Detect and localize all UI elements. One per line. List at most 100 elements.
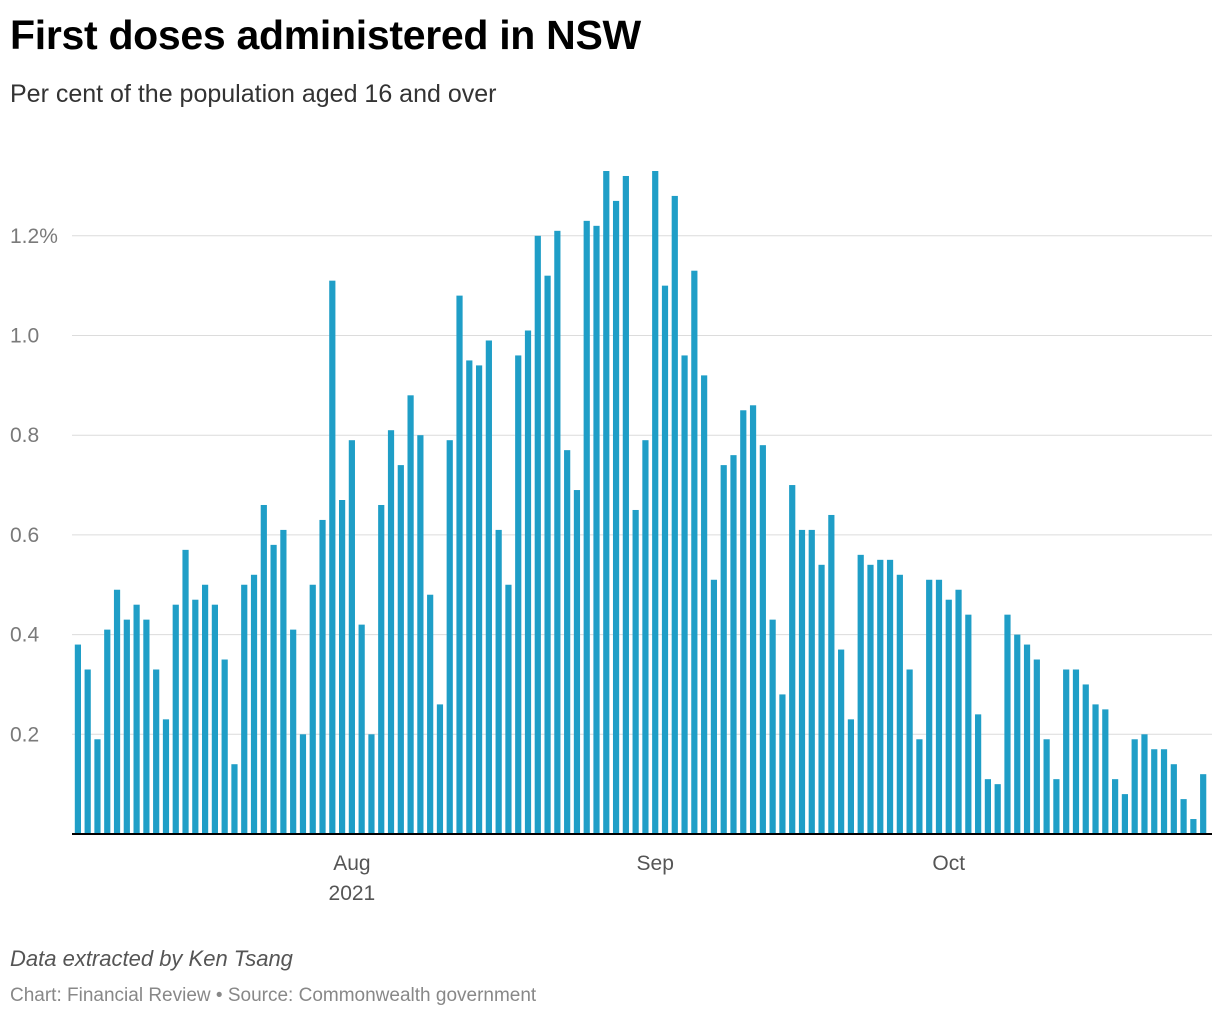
bar — [1004, 614, 1011, 834]
bar — [1112, 779, 1119, 834]
bar — [397, 465, 404, 834]
bar — [1141, 734, 1148, 834]
x-tick-label: Sep — [637, 852, 674, 875]
bar — [955, 589, 962, 834]
bar — [485, 340, 492, 834]
data-note: Data extracted by Ken Tsang — [10, 946, 293, 971]
bar — [250, 574, 258, 834]
bar — [1102, 709, 1109, 835]
bar — [1033, 659, 1040, 834]
bar — [1151, 749, 1158, 834]
bar — [769, 619, 776, 834]
bar — [1092, 704, 1099, 834]
bar — [94, 739, 101, 834]
y-axis-ticks: 0.2 0.4 0.6 0.8 1.0 1.2% — [10, 225, 58, 746]
bar — [172, 604, 179, 834]
bar — [368, 734, 375, 834]
bar — [534, 235, 541, 835]
bar — [975, 714, 982, 834]
bar — [192, 599, 199, 834]
bar — [583, 220, 590, 835]
bar — [231, 764, 238, 834]
bar — [886, 559, 894, 834]
chart-title: First doses administered in NSW — [10, 12, 641, 58]
bar — [935, 579, 943, 834]
x-tick-year-label: 2021 — [329, 882, 376, 905]
bar — [847, 719, 855, 834]
bar — [104, 629, 111, 834]
bar — [319, 519, 326, 834]
bar — [153, 669, 160, 834]
bar — [241, 584, 248, 834]
chart-subtitle: Per cent of the population aged 16 and o… — [10, 80, 497, 108]
bar — [475, 365, 483, 834]
bar — [417, 435, 424, 834]
bar — [945, 599, 952, 834]
y-tick-label: 1.0 — [10, 325, 39, 348]
bar — [896, 574, 903, 834]
bar — [1180, 799, 1187, 834]
bar — [339, 500, 346, 834]
y-tick-label: 0.8 — [10, 424, 39, 447]
bar — [495, 529, 502, 834]
bar — [867, 564, 874, 834]
bar — [965, 614, 972, 834]
bar — [113, 589, 121, 834]
bar — [1072, 669, 1080, 834]
bar — [74, 644, 81, 834]
bar — [612, 200, 620, 834]
bar — [456, 295, 463, 834]
bar — [378, 504, 385, 834]
bar — [1160, 749, 1168, 834]
bar — [808, 529, 815, 834]
bar — [877, 559, 884, 834]
bar — [838, 649, 845, 834]
bar — [1190, 819, 1197, 834]
bar — [681, 355, 688, 834]
bar — [309, 584, 316, 834]
bar — [622, 175, 629, 835]
bar — [710, 579, 718, 834]
bar — [593, 225, 600, 834]
bar — [299, 734, 307, 834]
bar — [1063, 669, 1070, 834]
bar — [642, 440, 649, 834]
bar — [691, 270, 698, 834]
bar — [427, 594, 434, 834]
source-credit: Chart: Financial Review • Source: Common… — [10, 985, 537, 1006]
bar — [730, 455, 737, 834]
bar — [211, 604, 218, 834]
bar — [779, 694, 786, 834]
bar — [387, 430, 395, 834]
bar — [661, 285, 669, 834]
bar — [798, 529, 806, 834]
bar — [1023, 644, 1031, 834]
bar — [916, 739, 923, 834]
bar — [505, 584, 512, 834]
bar — [182, 549, 189, 834]
bar — [515, 355, 522, 834]
bar — [202, 584, 209, 834]
bar — [446, 440, 453, 834]
bar — [759, 445, 766, 834]
y-tick-label: 1.2% — [10, 225, 58, 248]
bar — [789, 485, 796, 834]
bar — [573, 490, 581, 834]
bar — [857, 554, 864, 834]
bar — [1043, 739, 1050, 834]
bar — [1014, 634, 1021, 834]
y-tick-label: 0.2 — [10, 723, 39, 746]
bar — [652, 171, 659, 834]
bar — [466, 360, 473, 834]
bar — [818, 564, 825, 834]
bar — [926, 579, 933, 834]
x-tick-label: Oct — [932, 852, 965, 875]
bar — [84, 669, 91, 834]
bar — [221, 659, 228, 834]
bar — [603, 171, 610, 834]
x-tick-label: Aug — [333, 852, 370, 875]
bar — [143, 619, 150, 834]
bar — [162, 719, 170, 834]
bar — [133, 604, 140, 834]
bar — [671, 195, 678, 835]
